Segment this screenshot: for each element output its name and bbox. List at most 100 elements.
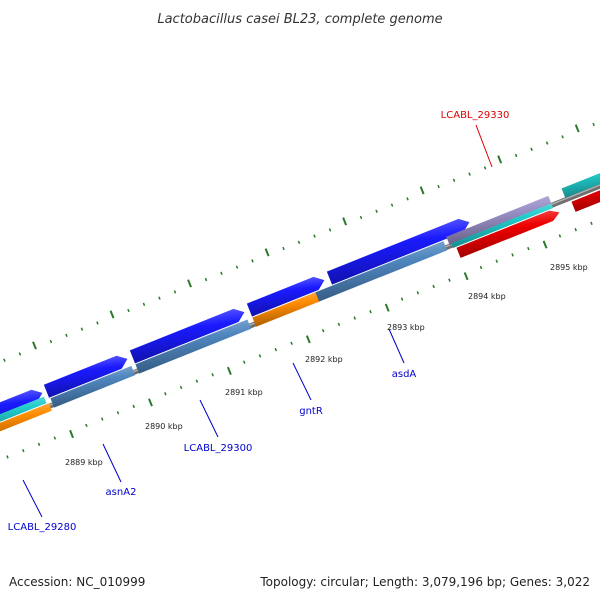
inner-tick-13 (195, 379, 199, 383)
gene-label-asda[interactable]: asdA (392, 369, 417, 380)
inner-tick-20 (305, 335, 311, 344)
gene-label-lcabl-29280[interactable]: LCABL_29280 (8, 522, 77, 533)
inner-tick-26 (400, 297, 404, 301)
outer-tick-36 (514, 153, 518, 158)
inner-tick-25 (384, 303, 390, 312)
outer-tick-13 (158, 296, 161, 300)
inner-tick-37 (574, 227, 577, 232)
gene-inner-steel-0[interactable] (50, 365, 136, 408)
outer-tick-17 (220, 271, 223, 275)
gene-outer-4[interactable] (326, 218, 470, 285)
outer-tick-15 (187, 279, 192, 288)
outer-tick-25 (342, 217, 348, 226)
outer-tick-12 (142, 302, 146, 307)
gene-orange-left[interactable] (0, 403, 52, 442)
gene-cyan-left[interactable] (0, 396, 47, 435)
outer-tick-8 (80, 327, 84, 331)
gene-red-lcabl-29330[interactable] (456, 210, 560, 258)
scale-label-2890: 2890 kbp (145, 422, 183, 431)
gene-label-lcabl-29300[interactable]: LCABL_29300 (184, 443, 253, 454)
inner-tick-28 (432, 284, 435, 289)
inner-tick-14 (211, 373, 214, 377)
outer-tick-row (3, 122, 595, 362)
outer-tick-7 (65, 333, 68, 338)
outer-tick-10 (109, 310, 115, 319)
inner-tick-18 (274, 347, 278, 352)
gene-outer-1[interactable] (43, 355, 128, 398)
inner-tick-24 (369, 310, 372, 314)
outer-tick-21 (282, 246, 285, 251)
inner-tick-8 (116, 411, 120, 415)
inner-tick-33 (511, 253, 514, 257)
outer-tick-18 (235, 265, 239, 269)
outer-tick-33 (468, 172, 471, 176)
scale-label-2891: 2891 kbp (225, 388, 263, 397)
scale-label-2889: 2889 kbp (65, 458, 103, 467)
inner-tick-12 (179, 385, 183, 390)
outer-tick-24 (328, 228, 332, 232)
gene-inner-steel-2[interactable] (313, 241, 448, 303)
inner-tick-9 (132, 404, 136, 409)
outer-tick-40 (574, 124, 580, 133)
gene-label-lcabl-29330[interactable]: LCABL_29330 (441, 110, 510, 121)
inner-tick-35 (542, 240, 548, 249)
outer-tick-16 (204, 277, 208, 282)
outer-tick-35 (497, 155, 503, 164)
gene-outer-2[interactable] (129, 308, 245, 364)
outer-tick-19 (251, 259, 254, 263)
inner-tick-2 (22, 448, 25, 453)
gene-outer-3[interactable] (246, 276, 325, 317)
outer-tick-37 (530, 147, 533, 151)
outer-tick-3 (3, 358, 6, 362)
inner-tick-row (6, 221, 593, 459)
inner-tick-38 (590, 221, 593, 225)
gene-cyan-right[interactable] (451, 203, 554, 248)
gene-red-far-right[interactable] (571, 174, 600, 212)
inner-tick-16 (242, 360, 246, 364)
inner-tick-31 (479, 265, 483, 270)
gene-cyan-far-right[interactable] (561, 159, 600, 198)
inner-tick-10 (148, 398, 153, 407)
outer-tick-22 (297, 240, 301, 244)
scale-label-2893: 2893 kbp (387, 323, 425, 332)
inner-tick-3 (37, 442, 41, 446)
inner-tick-19 (290, 341, 293, 345)
inner-tick-17 (258, 354, 262, 358)
inner-tick-22 (337, 322, 341, 327)
gene-label-gntr[interactable]: gntR (299, 406, 323, 417)
inner-tick-21 (321, 328, 325, 333)
outer-tick-9 (96, 321, 99, 325)
gene-lavender-right[interactable] (446, 195, 552, 246)
inner-tick-32 (495, 259, 499, 263)
outer-tick-6 (49, 339, 53, 344)
gene-inner-steel-1[interactable] (135, 319, 252, 374)
outer-tick-39 (561, 135, 564, 139)
outer-tick-30 (419, 186, 425, 195)
outer-tick-26 (359, 215, 363, 220)
inner-tick-29 (448, 278, 451, 282)
gene-features (0, 159, 600, 442)
gene-orange-gntr[interactable] (252, 292, 320, 327)
outer-tick-41 (592, 122, 595, 127)
outer-tick-11 (127, 308, 130, 313)
gene-label-asna2[interactable]: asnA2 (106, 487, 137, 498)
map-title: Lactobacillus casei BL23, complete genom… (157, 12, 442, 27)
scale-label-2894: 2894 kbp (468, 292, 506, 301)
inner-tick-6 (85, 423, 88, 428)
inner-tick-23 (353, 316, 356, 320)
inner-tick-1 (6, 455, 9, 459)
outer-tick-34 (483, 166, 487, 170)
outer-tick-28 (390, 203, 394, 207)
outer-tick-38 (545, 141, 549, 145)
outer-tick-29 (406, 197, 409, 201)
inner-tick-11 (164, 392, 167, 396)
inner-tick-34 (527, 246, 530, 251)
accession-text: Accession: NC_010999 (9, 575, 145, 589)
inner-tick-36 (558, 234, 562, 238)
outer-tick-5 (32, 341, 37, 350)
outer-tick-32 (452, 178, 456, 182)
topology-text: Topology: circular; Length: 3,079,196 bp… (259, 575, 590, 589)
scale-label-2895: 2895 kbp (550, 263, 588, 272)
outer-tick-27 (375, 209, 378, 213)
